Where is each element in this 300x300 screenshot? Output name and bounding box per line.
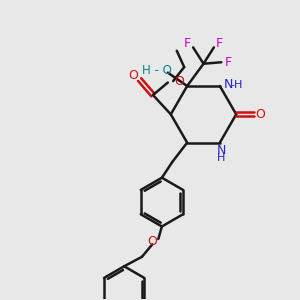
- Text: N: N: [217, 145, 226, 158]
- Text: O: O: [147, 235, 157, 248]
- Text: O: O: [128, 70, 138, 83]
- Text: -H: -H: [230, 80, 242, 90]
- Text: H: H: [217, 153, 226, 163]
- Text: O: O: [174, 74, 184, 88]
- Text: O: O: [256, 108, 266, 121]
- Text: F: F: [224, 56, 231, 69]
- Text: N: N: [224, 78, 233, 91]
- Text: F: F: [216, 37, 223, 50]
- Text: H - O: H - O: [142, 64, 172, 77]
- Text: F: F: [184, 37, 191, 50]
